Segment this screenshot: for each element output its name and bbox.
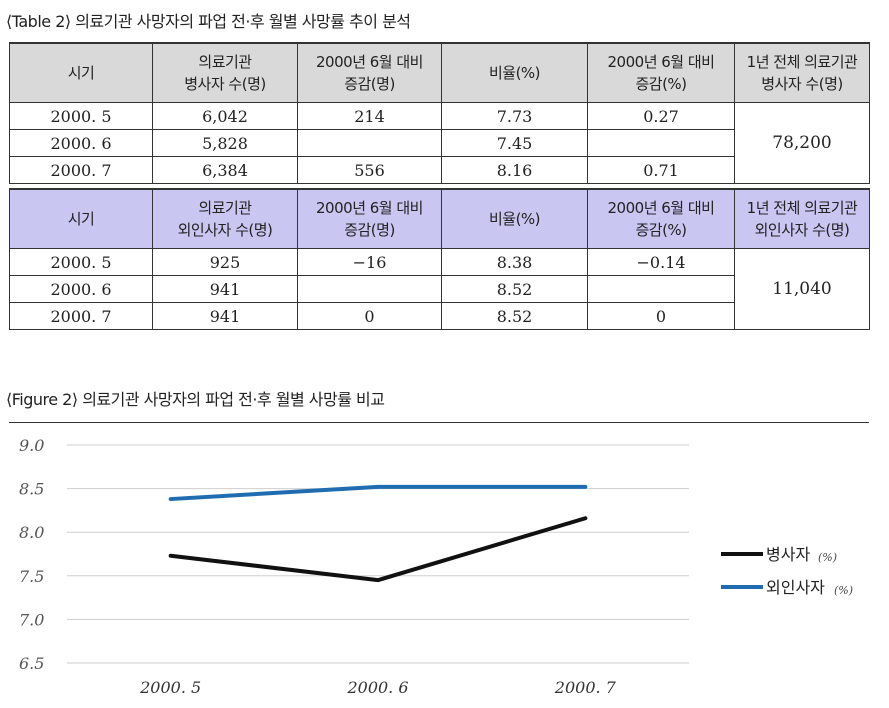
column-header-text: 시기	[10, 208, 152, 230]
table-cell: 2000. 7	[10, 157, 153, 184]
column-header: 시기	[10, 189, 153, 249]
table-cell: 8.52	[442, 303, 588, 330]
column-header-text: 의료기관	[153, 197, 297, 219]
column-header-text: 외인사자 수(명)	[153, 219, 297, 241]
figure-caption: ⟨Figure 2⟩ 의료기관 사망자의 파업 전·후 월별 사망률 비교	[6, 386, 384, 410]
x-tick-label: 2000. 5	[139, 678, 201, 697]
column-header-text: 병사자 수(명)	[735, 73, 869, 95]
table-cell: 214	[298, 103, 442, 130]
column-header-text: 병사자 수(명)	[153, 73, 297, 95]
column-header-text: 비율(%)	[442, 208, 587, 230]
legend-label: 외인사자	[766, 578, 825, 597]
series-line-1	[171, 518, 586, 580]
table-cell: 5,828	[153, 130, 298, 157]
column-header-text: 2000년 6월 대비	[298, 51, 441, 73]
table-cell: 2000. 6	[10, 130, 153, 157]
y-tick-label: 8.5	[19, 480, 44, 499]
column-header-text: 증감(%)	[588, 73, 734, 95]
table-cell: 2000. 5	[10, 249, 153, 276]
column-header-text: 증감(%)	[588, 219, 734, 241]
table-cell: 6,042	[153, 103, 298, 130]
table-cell: 2000. 6	[10, 276, 153, 303]
chart-canvas: 6.5 7.0 7.5 8.0 8.5 9.0 2000. 5 2000. 6 2000. 7 병…	[9, 423, 869, 704]
column-header: 시기	[10, 43, 153, 103]
legend-unit: (%)	[834, 584, 853, 597]
table-cell: −16	[298, 249, 442, 276]
table-cell	[298, 130, 442, 157]
column-header-text: 의료기관	[153, 51, 297, 73]
table-cell: −0.14	[588, 249, 735, 276]
table-cell: 925	[153, 249, 298, 276]
legend-label: 병사자	[766, 545, 810, 564]
table-cell	[298, 276, 442, 303]
column-header: 비율(%)	[442, 189, 588, 249]
column-header-text: 2000년 6월 대비	[298, 197, 441, 219]
table-cell: 6,384	[153, 157, 298, 184]
table-cell: 8.16	[442, 157, 588, 184]
column-header-text: 1년 전체 의료기관	[735, 197, 869, 219]
table-cell: 0	[588, 303, 735, 330]
table-cell: 8.38	[442, 249, 588, 276]
column-header-text: 1년 전체 의료기관	[735, 51, 869, 73]
table-cell: 2000. 7	[10, 303, 153, 330]
x-tick-label: 2000. 7	[554, 678, 617, 697]
table-cell: 941	[153, 303, 298, 330]
column-header-text: 외인사자 수(명)	[735, 219, 869, 241]
table-cell	[588, 276, 735, 303]
x-tick-label: 2000. 6	[346, 678, 408, 697]
y-tick-label: 7.0	[19, 610, 44, 629]
table-cell: 8.52	[442, 276, 588, 303]
column-header-text: 시기	[10, 62, 152, 84]
table-cell: 7.45	[442, 130, 588, 157]
table-cell: 7.73	[442, 103, 588, 130]
column-header-text: 비율(%)	[442, 62, 587, 84]
y-tick-label: 7.5	[19, 567, 44, 586]
table-cell: 556	[298, 157, 442, 184]
column-header-text: 증감(명)	[298, 73, 441, 95]
y-tick-label: 6.5	[19, 654, 44, 673]
column-header: 비율(%)	[442, 43, 588, 103]
column-header-text: 증감(명)	[298, 219, 441, 241]
annual-total-cell: 78,200	[735, 103, 870, 184]
table-cell: 0.71	[588, 157, 735, 184]
column-header-text: 2000년 6월 대비	[588, 51, 734, 73]
annual-total-cell: 11,040	[735, 249, 870, 330]
table-caption: ⟨Table 2⟩ 의료기관 사망자의 파업 전·후 월별 사망률 추이 분석	[6, 8, 411, 32]
table-cell: 941	[153, 276, 298, 303]
table-cell	[588, 130, 735, 157]
table-cell: 2000. 5	[10, 103, 153, 130]
y-tick-label: 9.0	[19, 436, 44, 455]
y-tick-label: 8.0	[19, 523, 44, 542]
column-header-text: 2000년 6월 대비	[588, 197, 734, 219]
table-cell: 0.27	[588, 103, 735, 130]
line-chart: 6.5 7.0 7.5 8.0 8.5 9.0 2000. 5 2000. 6 2000. 7 병…	[9, 422, 869, 704]
legend-unit: (%)	[818, 551, 837, 564]
table-cell: 0	[298, 303, 442, 330]
